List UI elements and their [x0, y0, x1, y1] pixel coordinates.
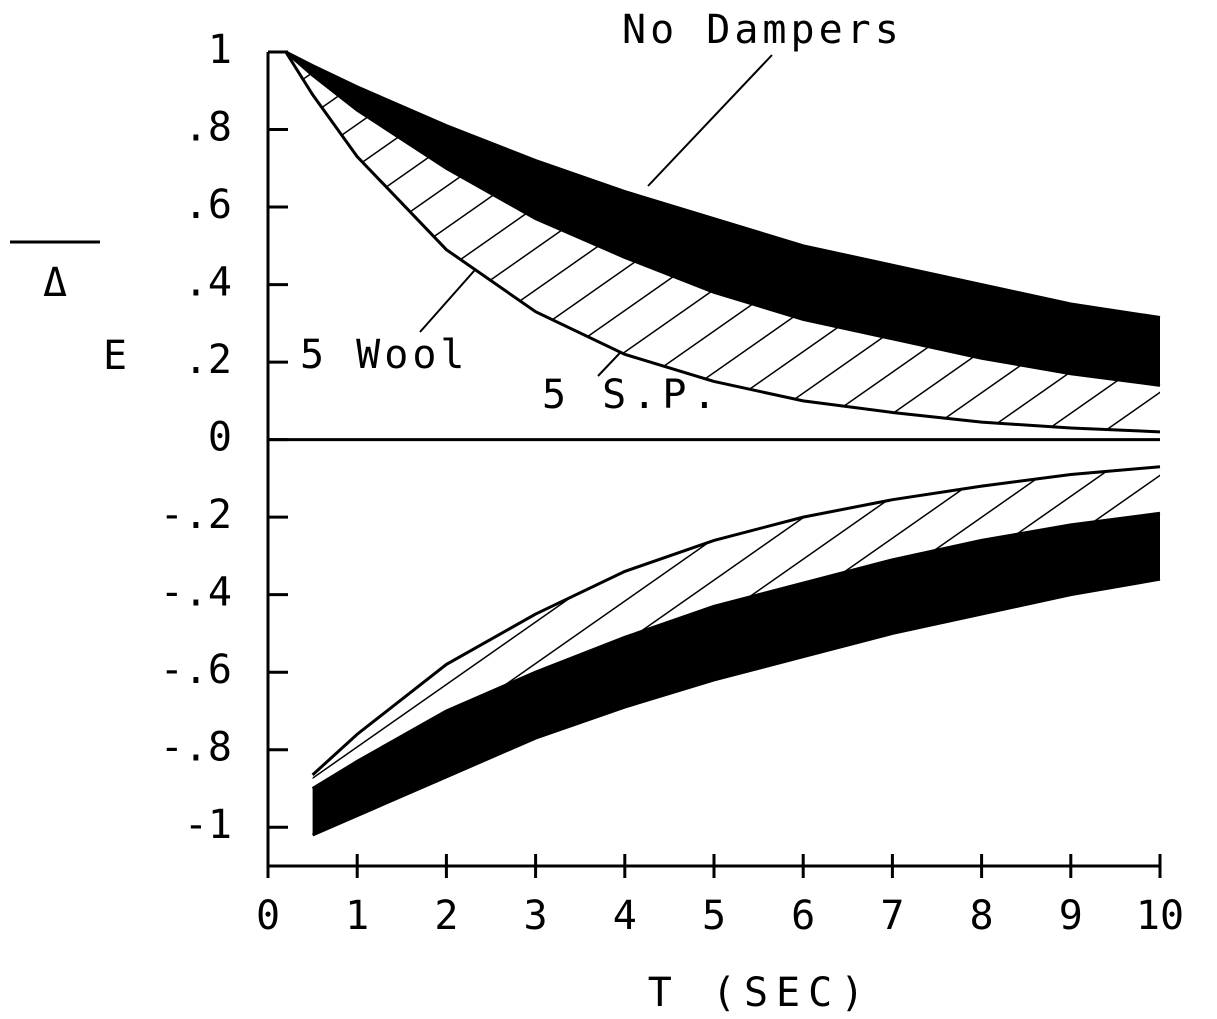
curve: [311, 511, 1161, 790]
x-tick-label: 1: [345, 893, 369, 939]
curve: [284, 51, 1161, 434]
x-tick-label: 0: [256, 893, 280, 939]
x-tick-label: 8: [970, 893, 994, 939]
band-fill: [285, 52, 1161, 386]
y-tick-label: -1: [184, 802, 232, 848]
y-tick-label: .8: [184, 105, 232, 151]
annotation: 5 Wool: [300, 332, 469, 378]
x-label: T (SEC): [648, 970, 873, 1016]
x-tick-label: 6: [791, 893, 815, 939]
y-label-sub: E: [103, 333, 127, 379]
x-tick-label: 7: [880, 893, 904, 939]
x-tick-label: 4: [613, 893, 637, 939]
y-tick-label: .4: [184, 260, 232, 306]
x-tick-label: 2: [434, 893, 458, 939]
curve: [285, 50, 1161, 320]
x-tick-label: 3: [524, 893, 548, 939]
x-tick-label: 5: [702, 893, 726, 939]
y-tick-label: -.2: [160, 492, 232, 538]
band-fill: [285, 52, 1161, 432]
y-tick-label: 1: [208, 27, 232, 73]
y-tick-label: .2: [184, 337, 232, 383]
curve: [311, 465, 1161, 777]
curve: [284, 50, 1161, 387]
x-tick-label: 10: [1136, 893, 1184, 939]
y-tick-label: -.8: [160, 725, 232, 771]
y-tick-label: -.6: [160, 647, 232, 693]
annotation-arrow: [647, 54, 773, 187]
x-tick-label: 9: [1059, 893, 1083, 939]
y-label: Δ: [43, 260, 67, 306]
annotation: 5 S.P.: [542, 372, 723, 418]
y-tick-label: -.4: [160, 570, 232, 616]
y-tick-label: 0: [208, 415, 232, 461]
curve: [312, 577, 1161, 837]
y-tick-label: .6: [184, 182, 232, 228]
annotation: No Dampers: [622, 7, 903, 53]
